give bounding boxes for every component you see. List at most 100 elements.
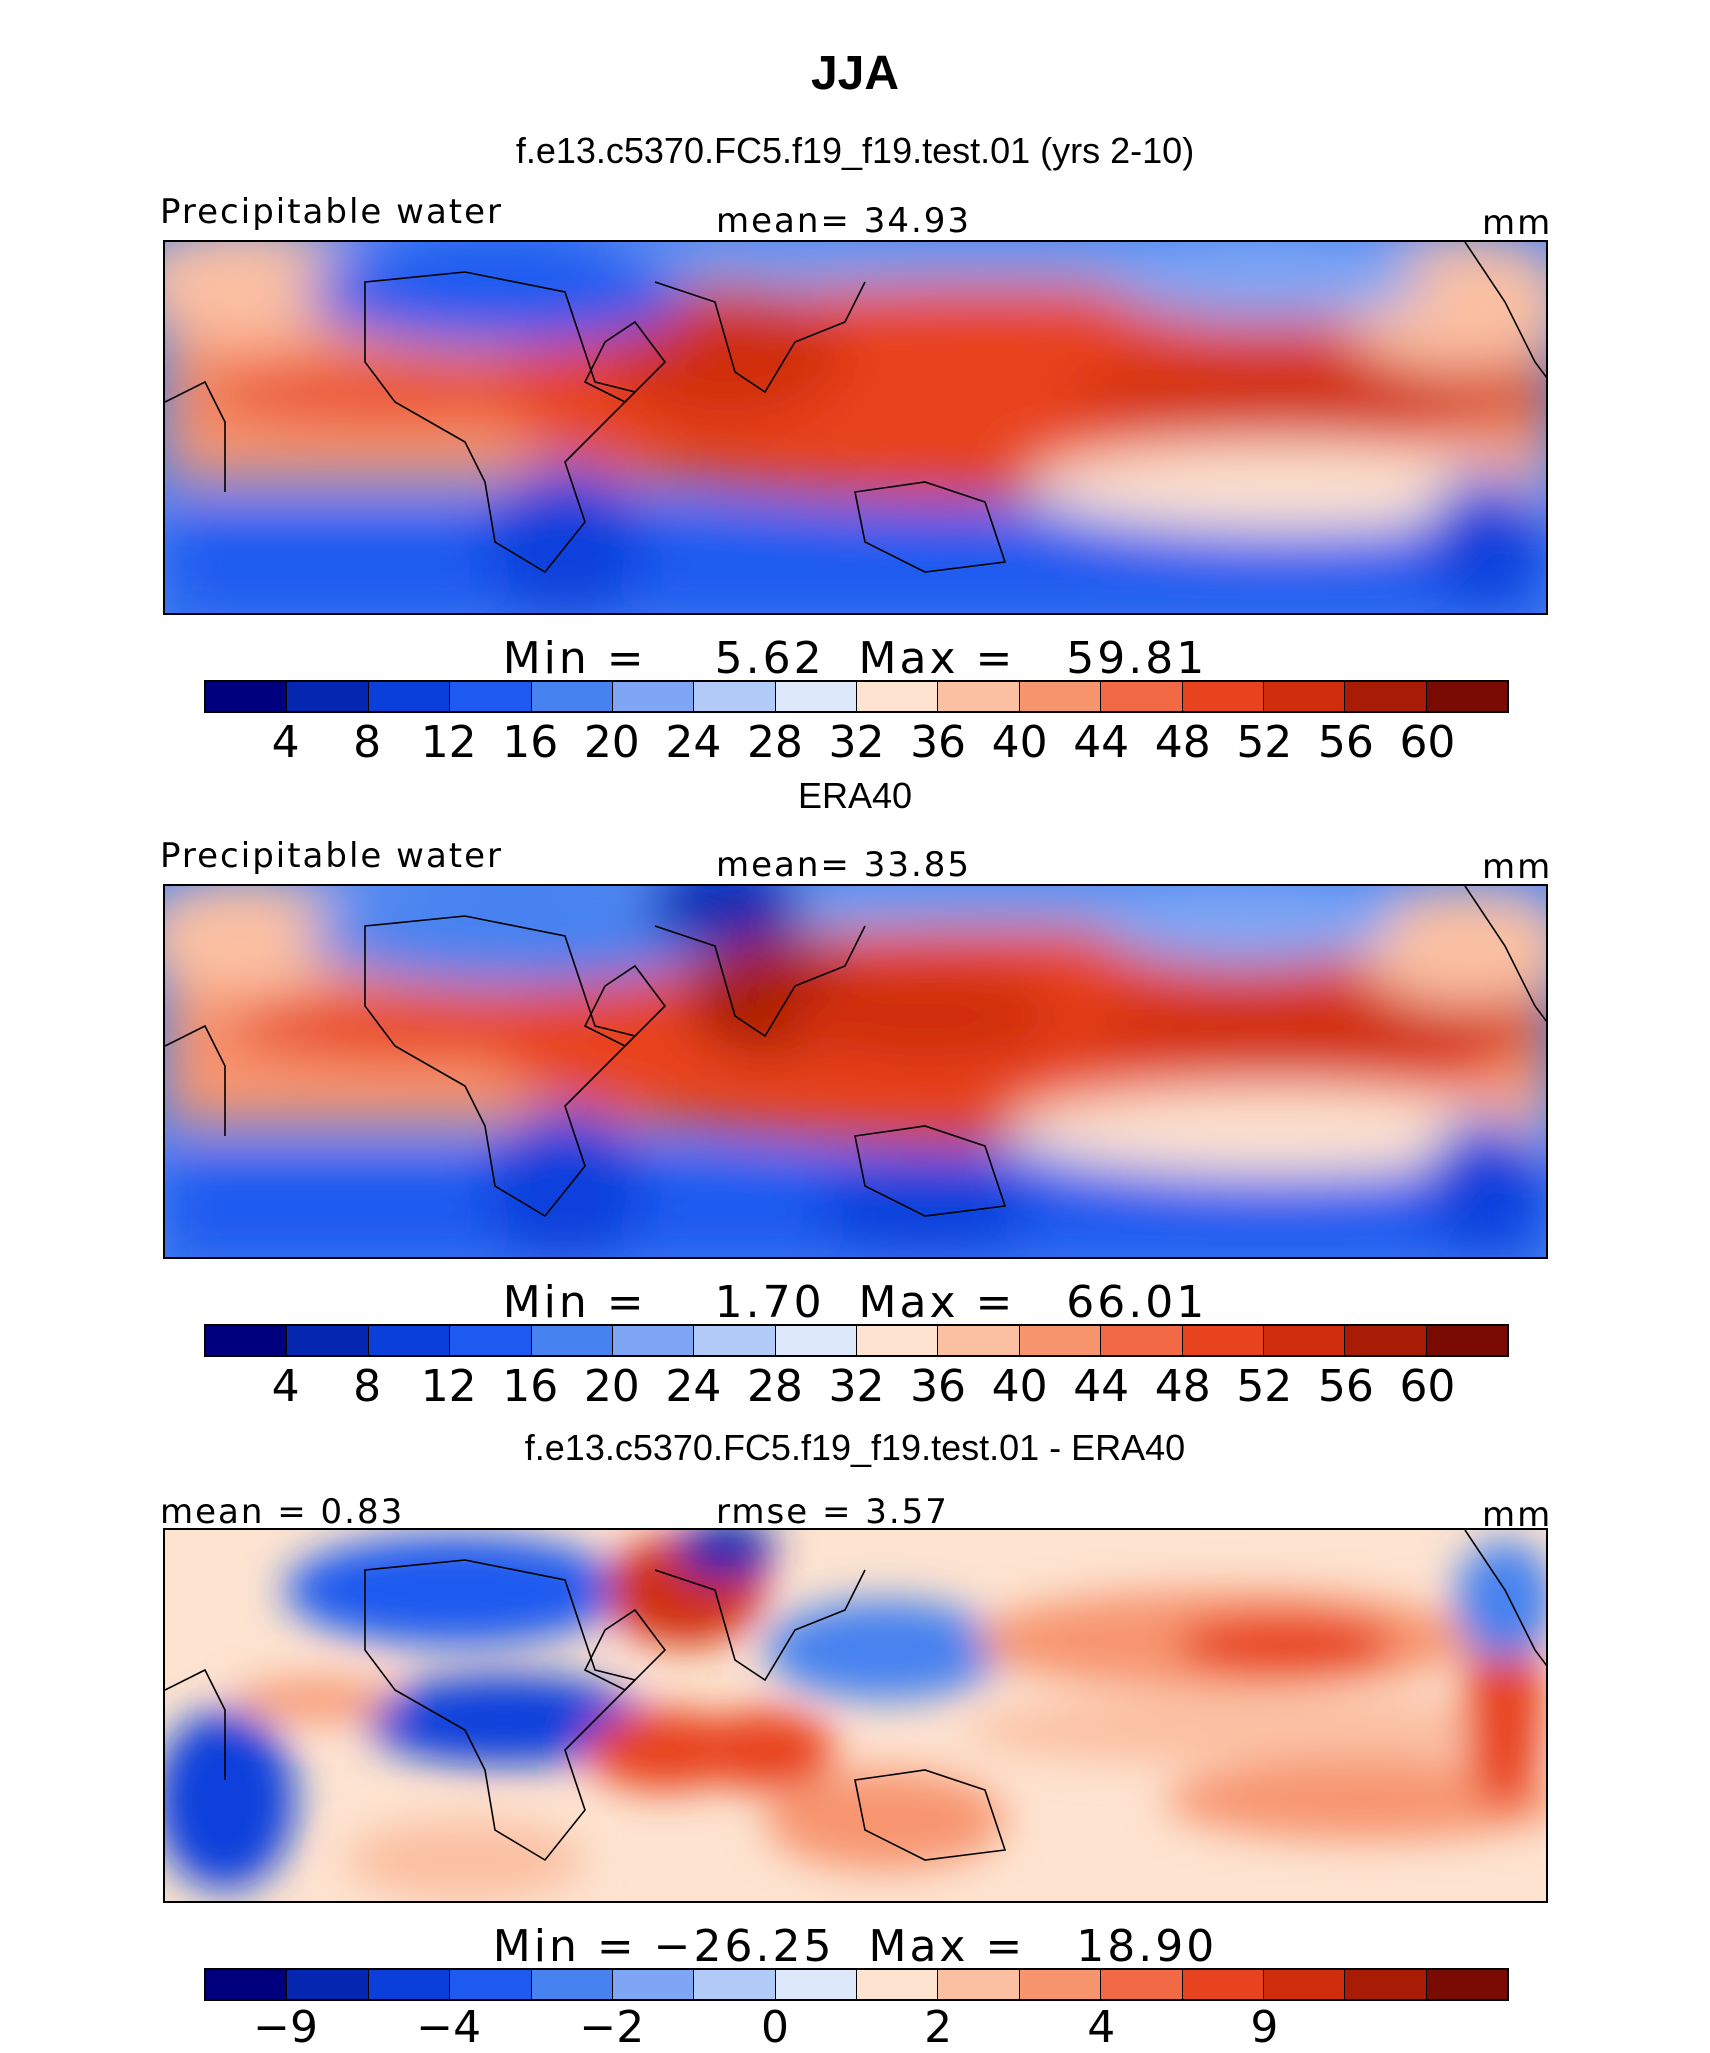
colorbar-cell [1426, 682, 1507, 711]
colorbar-tick-label: 60 [1399, 1361, 1456, 1412]
panel3-rmse-label: rmse = 3.57 [716, 1492, 949, 1532]
colorbar-tick-label: 40 [991, 717, 1048, 768]
colorbar-tick-label: 28 [746, 1361, 803, 1412]
colorbar-cell [1263, 1326, 1346, 1355]
colorbar-tick-label: 24 [665, 717, 722, 768]
colorbar-cell [1345, 682, 1427, 711]
colorbar-cell [694, 1326, 776, 1355]
panel2-minmax: Min = 1.70 Max = 66.01 [502, 1277, 1208, 1328]
colorbar-cell [612, 1970, 695, 1999]
colorbar-cell [938, 1970, 1020, 1999]
panel3-mean-label: mean = 0.83 [160, 1492, 405, 1532]
panel3-subtitle: f.e13.c5370.FC5.f19_f19.test.01 - ERA40 [524, 1427, 1186, 1468]
colorbar-cell [368, 682, 451, 711]
panel3-minmax: Min = −26.25 Max = 18.90 [492, 1921, 1218, 1972]
colorbar-cell [775, 682, 857, 711]
panel1-mean-label: mean= 34.93 [716, 201, 972, 241]
colorbar-cell [1101, 1970, 1183, 1999]
colorbar-cell [1019, 1970, 1102, 1999]
colorbar-tick-label: 8 [353, 1361, 382, 1412]
colorbar-tick-label: 4 [1087, 2002, 1116, 2053]
panel1-subtitle: f.e13.c5370.FC5.f19_f19.test.01 (yrs 2-1… [515, 130, 1195, 171]
panel1-variable-label: Precipitable water [160, 192, 504, 232]
colorbar-cell [694, 1970, 776, 1999]
colorbar-cell [368, 1970, 451, 1999]
colorbar-tick-label: 52 [1236, 717, 1293, 768]
colorbar-tick-label: 56 [1317, 717, 1374, 768]
colorbar-tick-label: 20 [583, 1361, 640, 1412]
colorbar-tick-label: 36 [910, 717, 967, 768]
colorbar-cell [1182, 682, 1264, 711]
colorbar-cell [857, 682, 939, 711]
colorbar-cell [287, 1326, 369, 1355]
panel3-map [163, 1528, 1548, 1903]
colorbar-tick-label: 2 [924, 2002, 953, 2053]
colorbar-cell [694, 682, 776, 711]
colorbar-cell [612, 1326, 695, 1355]
colorbar-tick-label: 56 [1317, 1361, 1374, 1412]
colorbar-tick-label: 32 [828, 717, 885, 768]
colorbar-tick-label: 9 [1250, 2002, 1279, 2053]
panel2-variable-label: Precipitable water [160, 836, 504, 876]
colorbar-cell [612, 682, 695, 711]
colorbar-tick-label: −9 [253, 2002, 318, 2053]
colorbar-tick-label: −4 [416, 2002, 482, 2053]
colorbar-cell [1182, 1970, 1264, 1999]
colorbar-cell [775, 1970, 857, 1999]
colorbar-cell [287, 1970, 369, 1999]
colorbar-tick-label: 36 [910, 1361, 967, 1412]
colorbar-tick-label: 16 [502, 1361, 559, 1412]
panel1-colorbar-ticks: 4 8 12 16 20 24 28 32 36 40 44 48 52 56 60 [204, 717, 1509, 768]
colorbar-cell [1182, 1326, 1264, 1355]
panel2-colorbar [204, 1324, 1509, 1357]
colorbar-cell [1101, 682, 1183, 711]
colorbar-tick-label: 20 [583, 717, 640, 768]
colorbar-tick-label: 44 [1073, 1361, 1130, 1412]
colorbar-tick-label: 4 [271, 1361, 300, 1412]
colorbar-cell [206, 1970, 288, 1999]
colorbar-cell [450, 1326, 532, 1355]
colorbar-tick-label: 24 [665, 1361, 722, 1412]
colorbar-tick-label: 44 [1073, 717, 1130, 768]
colorbar-tick-label: 48 [1154, 717, 1211, 768]
colorbar-tick-label: 32 [828, 1361, 885, 1412]
colorbar-cell [938, 682, 1020, 711]
colorbar-cell [857, 1326, 939, 1355]
colorbar-cell [938, 1326, 1020, 1355]
colorbar-cell [775, 1326, 857, 1355]
colorbar-cell [1019, 1326, 1102, 1355]
colorbar-cell [1019, 682, 1102, 711]
panel2-colorbar-ticks: 4 8 12 16 20 24 28 32 36 40 44 48 52 56 60 [204, 1361, 1509, 1412]
colorbar-cell [368, 1326, 451, 1355]
colorbar-tick-label: 52 [1236, 1361, 1293, 1412]
figure-title: JJA [810, 47, 900, 100]
panel1-map [163, 240, 1548, 615]
colorbar-cell [1345, 1970, 1427, 1999]
colorbar-cell [857, 1970, 939, 1999]
colorbar-tick-label: 16 [502, 717, 559, 768]
colorbar-tick-label: 28 [746, 717, 803, 768]
colorbar-cell [206, 682, 288, 711]
panel1-minmax: Min = 5.62 Max = 59.81 [502, 633, 1208, 684]
colorbar-cell [531, 1970, 613, 1999]
colorbar-tick-label: 48 [1154, 1361, 1211, 1412]
panel1-units-label: mm [1482, 203, 1553, 243]
colorbar-tick-label: 12 [420, 717, 477, 768]
colorbar-cell [1101, 1326, 1183, 1355]
colorbar-cell [531, 1326, 613, 1355]
colorbar-tick-label: 8 [353, 717, 382, 768]
panel2-units-label: mm [1482, 847, 1553, 887]
colorbar-cell [1426, 1326, 1507, 1355]
colorbar-cell [206, 1326, 288, 1355]
colorbar-cell [531, 682, 613, 711]
colorbar-cell [1263, 1970, 1346, 1999]
colorbar-cell [450, 682, 532, 711]
panel2-mean-label: mean= 33.85 [716, 845, 972, 885]
panel1-colorbar [204, 680, 1509, 713]
panel2-subtitle: ERA40 [797, 775, 913, 816]
colorbar-cell [1426, 1970, 1507, 1999]
colorbar-tick-label: 12 [420, 1361, 477, 1412]
colorbar-cell [450, 1970, 532, 1999]
colorbar-tick-label: 60 [1399, 717, 1456, 768]
panel3-colorbar-ticks: −9 −4 −2 0 2 4 9 [204, 2002, 1509, 2053]
